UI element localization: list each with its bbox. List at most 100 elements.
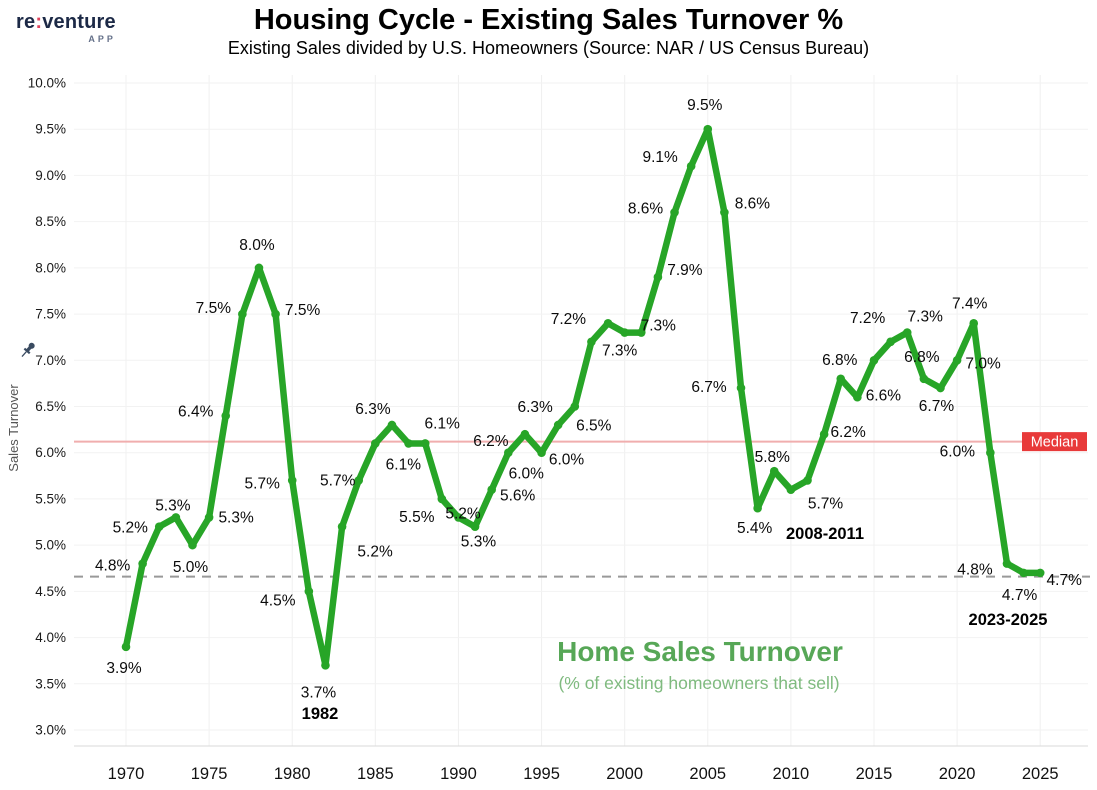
y-tick-label: 10.0% — [28, 76, 66, 91]
data-point-label: 7.2% — [850, 310, 886, 327]
data-point — [803, 476, 812, 485]
data-point-label: 5.7% — [245, 475, 281, 492]
data-point — [504, 448, 513, 458]
reventure-logo-text: re:venture — [16, 12, 116, 32]
data-point — [354, 476, 364, 485]
data-point-label: 6.2% — [473, 433, 509, 450]
data-point-label: 7.3% — [908, 309, 944, 326]
data-point — [304, 587, 314, 596]
x-tick-label: 1970 — [108, 765, 145, 783]
data-point — [321, 661, 330, 670]
data-point — [254, 263, 264, 273]
data-point-label: 6.4% — [178, 404, 214, 421]
data-point — [238, 309, 247, 319]
data-point — [736, 383, 746, 393]
y-tick-label: 4.5% — [35, 584, 66, 599]
y-tick-label: 5.0% — [35, 538, 66, 553]
logo-app-label: APP — [88, 34, 116, 44]
data-point — [653, 272, 663, 282]
data-point — [886, 337, 895, 347]
data-point-label: 9.1% — [642, 149, 678, 166]
data-point — [387, 420, 397, 430]
data-point — [670, 208, 679, 217]
data-point — [769, 466, 779, 476]
data-point — [420, 439, 430, 448]
data-point-label: 7.5% — [196, 300, 232, 317]
data-point — [287, 476, 297, 485]
annotation-big-green: Home Sales Turnover — [557, 636, 843, 667]
data-point-label: 6.0% — [940, 444, 976, 461]
data-point — [603, 319, 613, 328]
data-point-label: 6.5% — [576, 418, 612, 435]
data-point-label: 8.6% — [735, 195, 771, 212]
x-tick-label: 2020 — [939, 765, 976, 783]
logo-venture: venture — [42, 11, 116, 33]
data-point — [337, 522, 347, 531]
data-point-label: 5.6% — [500, 488, 536, 505]
x-tick-label: 1980 — [274, 765, 311, 783]
data-point — [437, 494, 447, 504]
data-point-label: 5.7% — [808, 495, 844, 512]
y-tick-label: 4.0% — [35, 630, 66, 645]
data-point — [686, 161, 696, 171]
data-point — [470, 522, 480, 531]
data-point — [570, 402, 580, 411]
data-point-label: 3.7% — [301, 684, 337, 701]
data-point-label: 5.7% — [320, 472, 356, 489]
data-point-label: 6.6% — [866, 387, 902, 404]
data-point-label: 7.5% — [285, 302, 321, 319]
data-point — [271, 309, 280, 319]
data-point-label: 4.7% — [1002, 587, 1038, 604]
data-point-label: 5.4% — [737, 520, 773, 537]
x-tick-label: 1985 — [357, 765, 394, 783]
data-point-label: 6.3% — [355, 401, 391, 418]
logo-colon: : — [35, 11, 43, 33]
y-axis-title: Sales Turnover — [6, 384, 21, 472]
data-point-label: 5.2% — [357, 544, 393, 561]
data-point — [587, 337, 596, 347]
data-point — [204, 513, 214, 522]
data-point-label: 6.7% — [919, 398, 955, 415]
data-point — [819, 429, 829, 439]
data-point-label: 8.6% — [628, 200, 664, 217]
x-tick-label: 1990 — [440, 765, 477, 783]
data-point-label: 6.2% — [830, 424, 866, 441]
data-point-label: 7.3% — [602, 343, 638, 360]
annotation-bold-black: 1982 — [302, 705, 339, 723]
data-point — [620, 328, 629, 337]
page-title: Housing Cycle - Existing Sales Turnover … — [253, 4, 844, 36]
data-point — [969, 319, 979, 328]
data-point — [902, 328, 912, 337]
data-point — [919, 374, 929, 384]
data-point-label: 7.0% — [965, 355, 1001, 372]
data-point-label: 5.0% — [173, 559, 209, 576]
median-badge — [1022, 432, 1087, 452]
x-tick-label: 2010 — [773, 765, 810, 783]
sales-turnover-line — [122, 125, 1044, 669]
data-point-label: 7.9% — [667, 262, 703, 279]
pushpin-part — [21, 351, 27, 358]
data-point-label: 5.3% — [218, 509, 254, 526]
pushpin-icon — [21, 342, 35, 358]
x-tick-label: 2005 — [689, 765, 726, 783]
data-point-label: 8.0% — [239, 237, 275, 254]
x-tick-label: 1995 — [523, 765, 560, 783]
data-point — [371, 439, 380, 448]
data-point-label: 3.9% — [106, 660, 142, 677]
y-tick-label: 7.5% — [35, 307, 66, 322]
data-point-label: 6.0% — [549, 452, 585, 469]
y-tick-label: 5.5% — [35, 491, 66, 506]
data-point-label: 7.2% — [551, 311, 587, 328]
data-point — [121, 642, 131, 652]
data-point-label: 5.3% — [155, 497, 191, 514]
y-tick-label: 6.0% — [35, 445, 66, 460]
data-point — [487, 485, 496, 494]
data-point — [154, 522, 164, 531]
page-subtitle: Existing Sales divided by U.S. Homeowner… — [227, 38, 870, 58]
logo-re: re — [16, 11, 36, 33]
pushpin-part — [23, 347, 31, 355]
data-point-label: 6.1% — [386, 456, 422, 473]
data-point — [1002, 559, 1012, 568]
data-point — [836, 374, 846, 384]
